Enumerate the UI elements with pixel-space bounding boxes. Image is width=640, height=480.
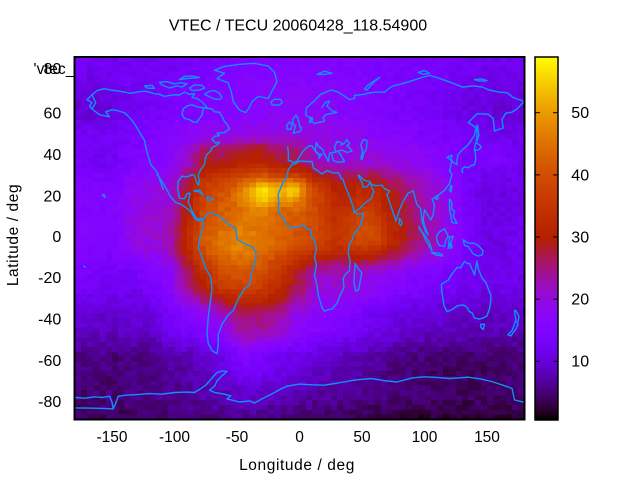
svg-text:VTEC / TECU 20060428_118.54900: VTEC / TECU 20060428_118.54900 — [169, 18, 427, 35]
svg-text:10: 10 — [571, 354, 589, 371]
svg-text:30: 30 — [571, 229, 589, 246]
svg-text:20: 20 — [44, 188, 62, 205]
svg-text:-50: -50 — [226, 429, 249, 446]
svg-text:'vtec_: 'vtec_ — [34, 61, 75, 78]
svg-text:-60: -60 — [38, 353, 61, 370]
svg-text:50: 50 — [571, 105, 589, 122]
svg-text:100: 100 — [412, 429, 438, 446]
svg-text:-150: -150 — [96, 429, 127, 446]
svg-text:0: 0 — [52, 229, 61, 246]
svg-text:50: 50 — [353, 429, 371, 446]
svg-text:40: 40 — [571, 167, 589, 184]
svg-text:Latitude / deg: Latitude / deg — [5, 184, 22, 286]
svg-text:Longitude / deg: Longitude / deg — [239, 457, 355, 474]
svg-text:-100: -100 — [159, 429, 190, 446]
svg-text:150: 150 — [474, 429, 500, 446]
svg-text:0: 0 — [295, 429, 304, 446]
svg-text:40: 40 — [44, 147, 62, 164]
svg-text:20: 20 — [571, 292, 589, 309]
svg-text:80: 80 — [44, 61, 62, 78]
svg-text:60: 60 — [44, 105, 62, 122]
svg-text:-20: -20 — [38, 270, 61, 287]
svg-text:-40: -40 — [38, 311, 61, 328]
svg-text:-80: -80 — [38, 394, 61, 411]
